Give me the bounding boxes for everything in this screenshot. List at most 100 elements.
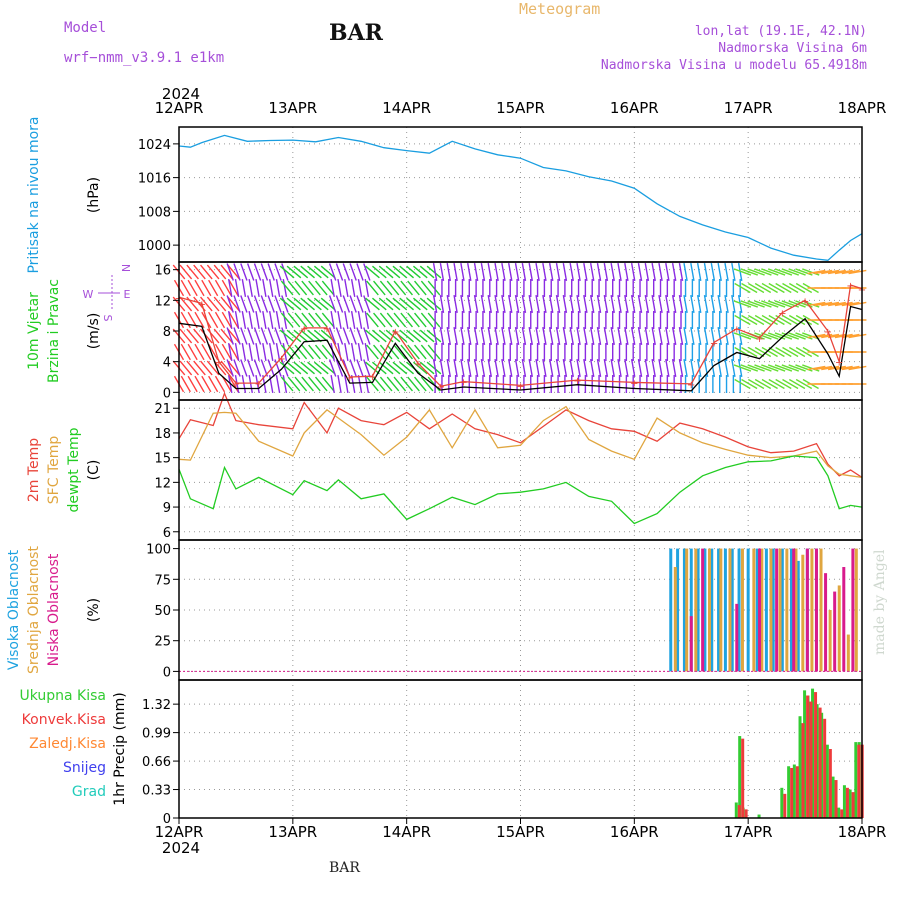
- precip-bar-total: [831, 776, 835, 818]
- cloud-bar-high: [696, 548, 700, 672]
- wind-arrow: [555, 295, 561, 313]
- wind-arrow: [589, 295, 595, 313]
- wind-arrow: [637, 295, 643, 313]
- gust-marker: +: [459, 378, 467, 389]
- precip-bar-conv: [845, 787, 849, 818]
- wind-arrow: [356, 359, 364, 377]
- wind-arrow: [248, 279, 253, 297]
- wind-arrow: [514, 327, 520, 345]
- wind-arrow: [274, 295, 282, 313]
- wind-arrow: [379, 312, 393, 328]
- wind-arrow: [214, 279, 226, 297]
- wind-arrow: [228, 375, 239, 393]
- wind-arrow: [576, 327, 581, 345]
- wind-arrow: [308, 312, 321, 328]
- wind-arrow: [827, 301, 846, 307]
- wind-arrow: [282, 375, 288, 393]
- wind-arrow: [328, 359, 337, 377]
- wind-arrow: [487, 327, 493, 345]
- wind-arrow: [767, 300, 786, 308]
- wind-arrow: [414, 312, 427, 328]
- gust-marker: +: [391, 327, 399, 338]
- wind-arrow: [194, 311, 205, 329]
- wind-arrow: [453, 327, 458, 345]
- wind-arrow: [330, 311, 335, 329]
- cloud-bar-high: [730, 548, 734, 672]
- wind-arrow: [724, 263, 729, 281]
- wind-arrow: [814, 301, 833, 307]
- cloud-bar-mid: [837, 585, 841, 672]
- wind-arrow: [400, 280, 413, 296]
- wind-arrow: [350, 279, 356, 297]
- wind-arrow: [473, 263, 479, 281]
- precip-bar-total: [815, 704, 819, 818]
- wind-arrow: [508, 263, 513, 281]
- y-tick-label: 75: [154, 573, 171, 588]
- series-line-gust: [178, 284, 863, 387]
- precip-bar-conv: [828, 749, 832, 818]
- wind-arrow: [378, 297, 394, 311]
- cloud-bar-high: [737, 548, 741, 672]
- date-tick-bottom: 14APR: [382, 823, 431, 841]
- wind-arrow: [737, 295, 743, 313]
- wind-arrow: [372, 265, 387, 279]
- wind-arrow: [386, 344, 400, 360]
- wind-arrow: [366, 344, 379, 360]
- wind-arrow: [678, 263, 684, 281]
- wind-arrow: [542, 295, 547, 313]
- y-tick-label: 8: [163, 325, 171, 340]
- wind-arrow: [603, 359, 609, 377]
- wind-arrow: [227, 279, 233, 297]
- wind-arrow: [624, 359, 629, 377]
- wind-arrow: [501, 295, 506, 313]
- wind-arrow: [186, 360, 199, 376]
- wind-arrow: [610, 263, 615, 281]
- wind-arrow: [364, 343, 370, 361]
- gust-marker: +: [346, 373, 354, 384]
- wind-arrow: [262, 311, 267, 329]
- wind-arrow: [335, 263, 344, 281]
- wind-arrow: [737, 263, 743, 281]
- wind-arrow: [274, 327, 282, 345]
- wind-arrow: [275, 343, 281, 361]
- wind-arrow: [637, 327, 643, 345]
- wind-arrow: [439, 359, 445, 377]
- wind-arrow: [696, 327, 702, 345]
- wind-arrow: [320, 361, 336, 375]
- wind-arrow: [555, 359, 561, 377]
- wind-arrow: [690, 295, 695, 313]
- wind-arrow: [337, 279, 342, 297]
- wind-arrow: [761, 300, 779, 308]
- wind-arrow: [328, 263, 337, 281]
- y-tick-label: 15: [154, 452, 171, 467]
- wind-arrow: [267, 327, 275, 345]
- wind-arrow: [782, 314, 799, 326]
- cloud-bar-low: [851, 548, 855, 672]
- wind-arrow: [841, 301, 860, 307]
- wind-arrow: [320, 297, 336, 311]
- wind-arrow: [392, 361, 408, 375]
- wind-arrow: [349, 359, 357, 377]
- wind-arrow: [610, 327, 615, 345]
- cloud-bar-mid: [769, 548, 773, 672]
- wind-arrow: [795, 346, 813, 358]
- wind-arrow: [280, 376, 294, 392]
- gust-marker: +: [368, 372, 376, 383]
- cloud-bar-low: [701, 548, 705, 672]
- wind-arrow: [480, 327, 486, 345]
- wind-arrow: [234, 375, 240, 393]
- y-tick-label: 0.66: [142, 755, 171, 770]
- cloud-bar-high: [703, 548, 707, 672]
- wind-arrow: [227, 343, 233, 361]
- wind-arrow: [307, 361, 322, 375]
- wind-arrow: [703, 327, 709, 345]
- wind-arrow: [194, 279, 205, 297]
- wind-arrow: [268, 279, 274, 297]
- wind-arrow: [399, 361, 415, 375]
- wind-arrow: [412, 329, 428, 343]
- panel-label-cloud: Visoka Oblacnost: [6, 549, 22, 670]
- wind-arrow: [658, 263, 663, 281]
- wind-arrow: [246, 359, 255, 377]
- wind-arrow: [241, 279, 247, 297]
- wind-arrow: [227, 311, 233, 329]
